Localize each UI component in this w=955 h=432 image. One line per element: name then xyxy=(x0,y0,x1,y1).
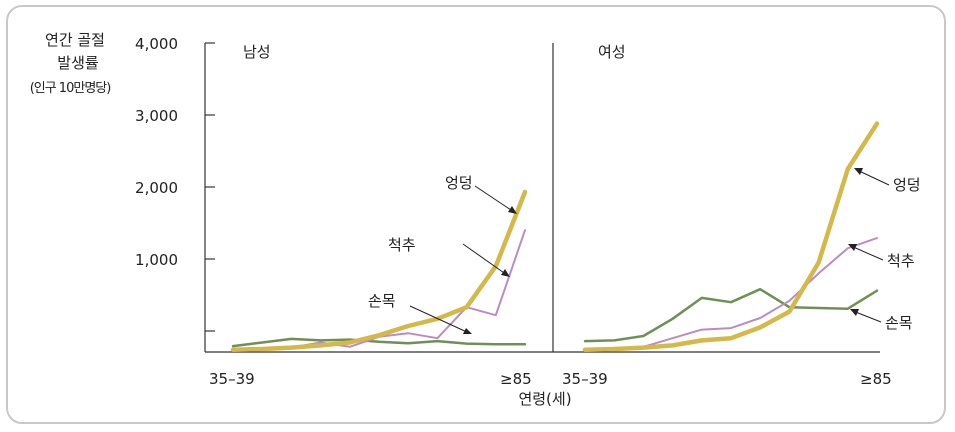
x-axis-title: 연령(세) xyxy=(518,390,571,408)
annotation-arrowhead-female-wrist xyxy=(850,309,859,316)
y-axis-title-line-1: 연간 골절 xyxy=(45,31,105,49)
series-line-male-hip xyxy=(230,189,528,352)
annotation-arrowhead-male-spine xyxy=(501,269,510,277)
annotation-arrow-female-wrist xyxy=(852,310,882,323)
x-tick-label-female-end: ≥85 xyxy=(860,370,892,388)
y-axis-title-line-3: (인구 10만명당) xyxy=(30,81,111,96)
chart-frame xyxy=(6,5,946,424)
annotation-arrow-male-wrist xyxy=(409,305,470,334)
annotation-female-wrist: 손목 xyxy=(885,314,913,332)
y-axis-title-line-2: 발생률 xyxy=(57,54,99,72)
series-layer xyxy=(230,121,880,352)
y-tick-label-1000: 1,000 xyxy=(135,251,178,269)
annotation-male-hip: 엉덩 xyxy=(445,174,473,192)
x-tick-label-female-start: 35–39 xyxy=(562,370,608,388)
panel-label-male: 남성 xyxy=(243,43,271,61)
annotation-arrow-female-spine xyxy=(850,245,884,261)
annotation-arrowhead-male-hip xyxy=(508,206,517,214)
annotation-female-spine: 척추 xyxy=(887,252,915,270)
y-tick-label-2000: 2,000 xyxy=(135,179,178,197)
series-line-male-wrist xyxy=(231,337,527,348)
annotation-arrowhead-male-wrist xyxy=(463,328,472,334)
x-tick-label-male-end: ≥85 xyxy=(500,370,532,388)
annotation-male-wrist: 손목 xyxy=(368,292,396,310)
annotation-arrow-male-spine xyxy=(462,243,508,276)
panel-label-female: 여성 xyxy=(598,43,626,61)
annotation-arrowhead-female-spine xyxy=(848,244,857,251)
series-line-female-wrist xyxy=(583,287,879,343)
y-tick-label-4000: 4,000 xyxy=(135,35,178,53)
y-tick-label-3000: 3,000 xyxy=(135,107,178,125)
annotation-arrowhead-female-hip xyxy=(854,168,863,175)
annotation-arrow-female-hip xyxy=(856,169,890,186)
series-line-female-hip xyxy=(582,121,880,352)
series-line-female-spine xyxy=(584,237,878,350)
annotation-arrow-male-hip xyxy=(474,185,515,213)
annotation-male-spine: 척추 xyxy=(388,236,416,254)
x-tick-label-male-start: 35–39 xyxy=(209,370,255,388)
annotation-female-hip: 엉덩 xyxy=(893,176,921,194)
